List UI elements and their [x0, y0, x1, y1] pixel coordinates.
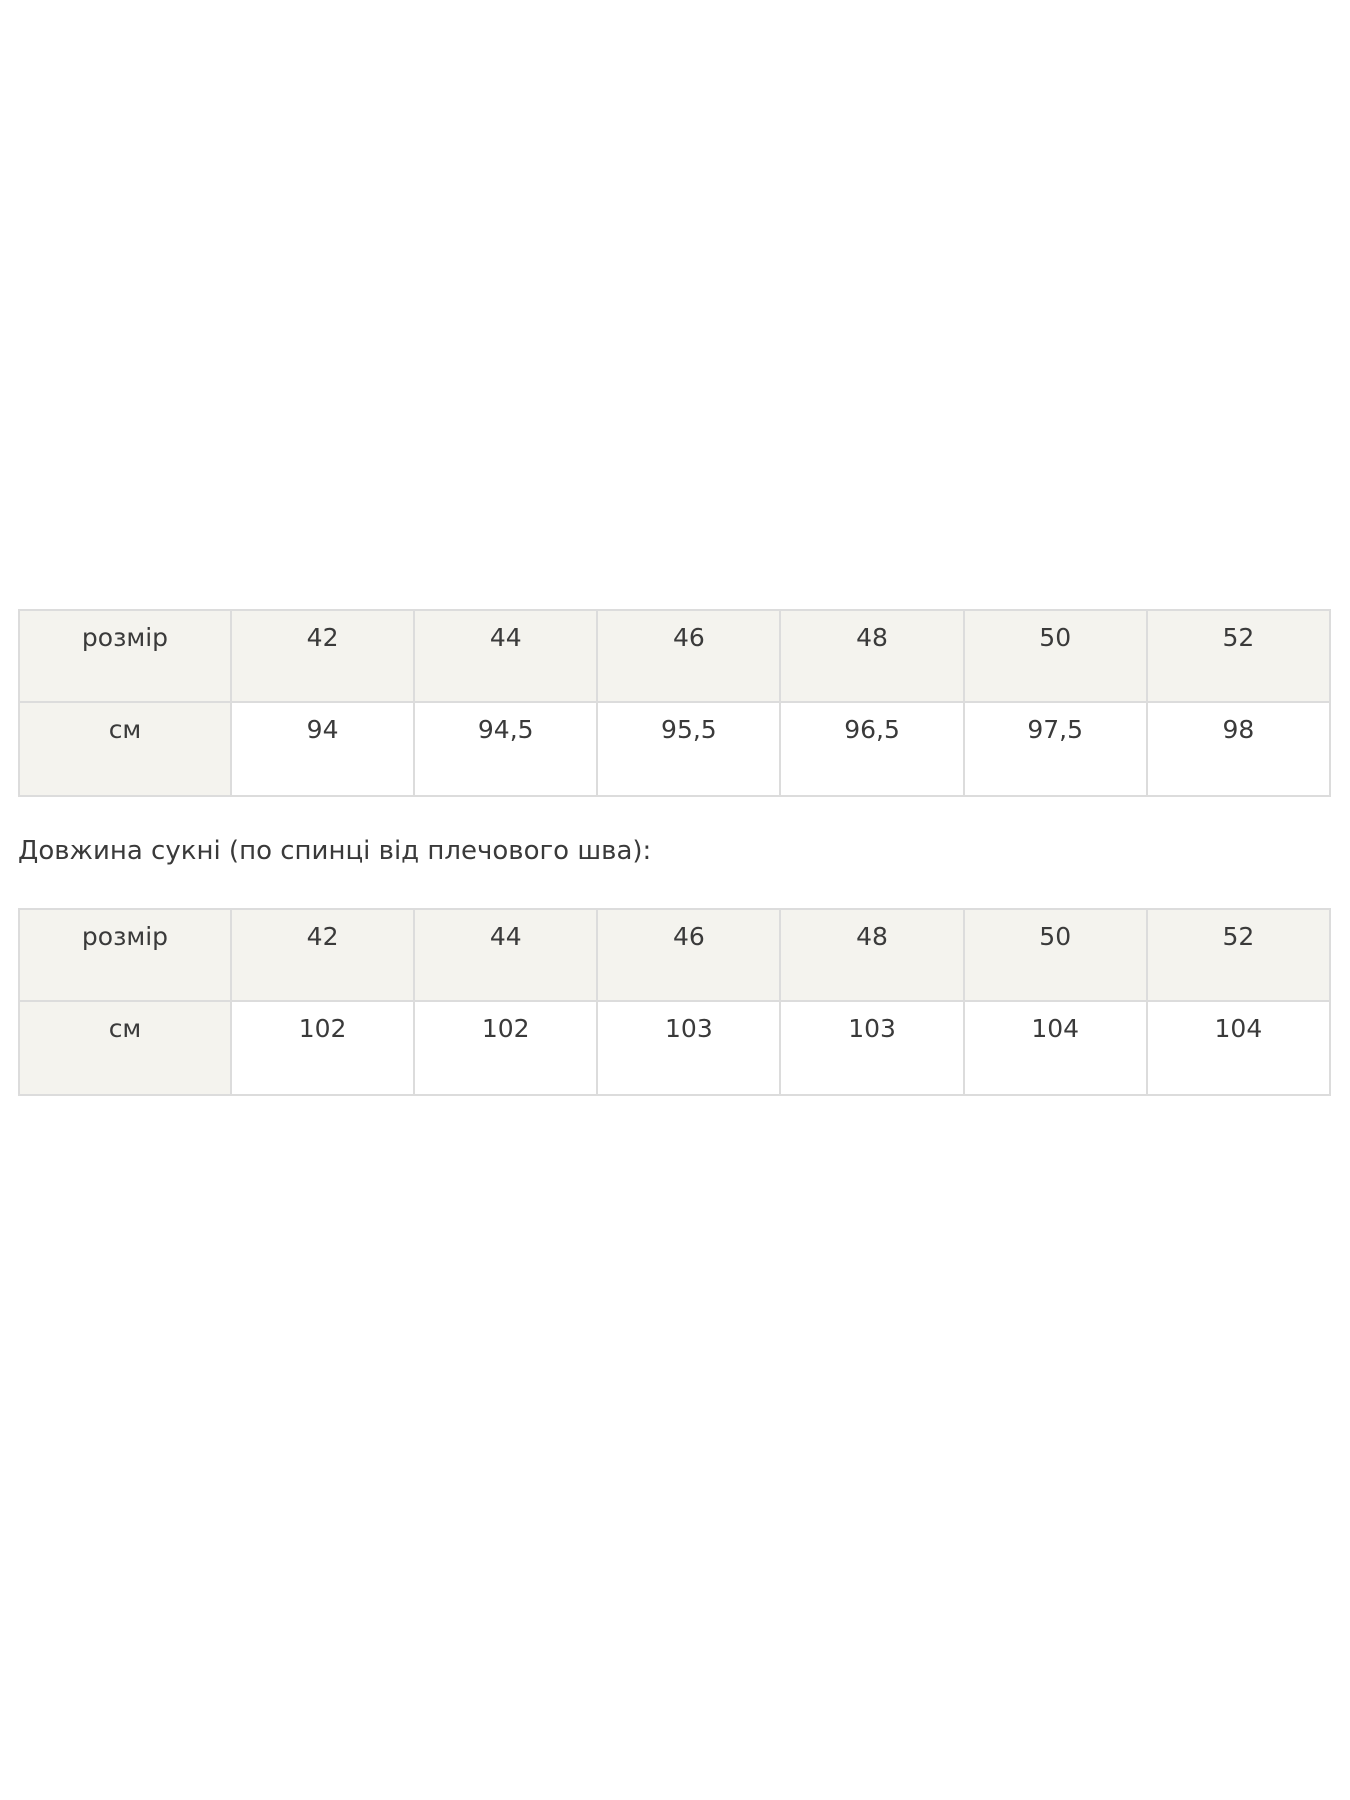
header-cell: 48: [779, 609, 965, 703]
size-table-1: розмір 42 44 46 48 50 52 см 94 94,5 95,5…: [18, 609, 1332, 797]
header-cell: 46: [596, 609, 782, 703]
header-cell: 50: [962, 609, 1148, 703]
value-cell: 104: [1145, 1000, 1332, 1096]
size-table-2: розмір 42 44 46 48 50 52 см 102 102 103 …: [18, 908, 1332, 1096]
table-row: см 94 94,5 95,5 96,5 97,5 98: [18, 701, 1332, 797]
header-cell: 42: [229, 908, 416, 1002]
value-cell: 94: [229, 701, 416, 797]
value-cell: 98: [1145, 701, 1332, 797]
header-cell: розмір: [18, 609, 232, 703]
header-cell: 52: [1145, 609, 1332, 703]
value-cell: 102: [229, 1000, 416, 1096]
dress-length-caption: Довжина сукні (по спинці від плечового ш…: [18, 836, 652, 866]
header-cell: 42: [229, 609, 416, 703]
table-header-row: розмір 42 44 46 48 50 52: [18, 908, 1332, 1002]
row-label-cell: см: [18, 701, 232, 797]
value-cell: 103: [596, 1000, 782, 1096]
value-cell: 96,5: [779, 701, 965, 797]
header-cell: 46: [596, 908, 782, 1002]
table-row: см 102 102 103 103 104 104: [18, 1000, 1332, 1096]
header-cell: 48: [779, 908, 965, 1002]
table-header-row: розмір 42 44 46 48 50 52: [18, 609, 1332, 703]
header-cell: 50: [962, 908, 1148, 1002]
value-cell: 102: [413, 1000, 599, 1096]
header-cell: 44: [413, 609, 599, 703]
value-cell: 97,5: [962, 701, 1148, 797]
value-cell: 95,5: [596, 701, 782, 797]
value-cell: 103: [779, 1000, 965, 1096]
header-cell: розмір: [18, 908, 232, 1002]
value-cell: 104: [962, 1000, 1148, 1096]
header-cell: 44: [413, 908, 599, 1002]
value-cell: 94,5: [413, 701, 599, 797]
header-cell: 52: [1145, 908, 1332, 1002]
row-label-cell: см: [18, 1000, 232, 1096]
